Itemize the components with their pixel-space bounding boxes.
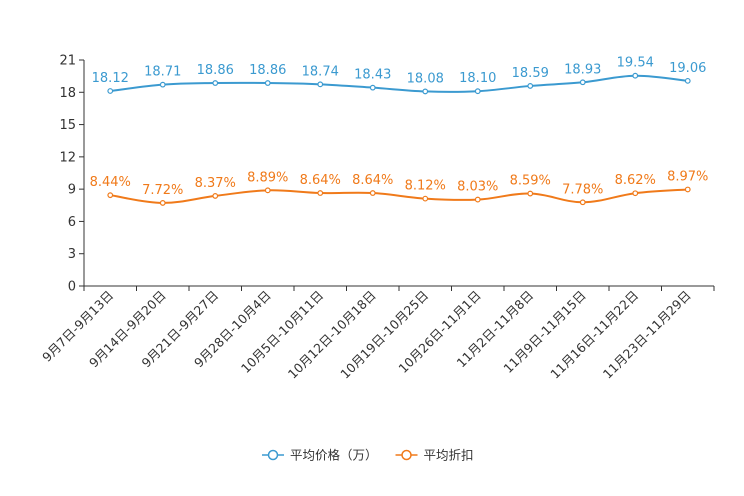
data-label: 8.12%: [405, 179, 446, 194]
data-label: 18.12: [92, 71, 129, 86]
x-tick-label: 11月16日-11月22日: [547, 288, 641, 382]
legend-marker-icon: [401, 449, 412, 461]
data-label: 18.71: [144, 65, 181, 80]
data-point: [369, 84, 376, 91]
data-point: [212, 193, 219, 199]
y-tick-label: 21: [59, 54, 76, 69]
data-point: [527, 83, 534, 89]
data-point: [212, 80, 219, 86]
data-point: [422, 195, 429, 202]
chart-axes: 0369121518219月7日-9月13日9月14日-9月20日9月21日-9…: [39, 54, 715, 382]
chart-legend[interactable]: 平均价格（万） 平均折扣: [262, 448, 474, 463]
data-point: [264, 187, 271, 194]
data-label: 8.37%: [195, 176, 236, 191]
data-point: [684, 186, 691, 193]
data-label: 8.59%: [510, 174, 551, 189]
series-line-1: [110, 188, 688, 204]
data-label: 18.10: [459, 71, 496, 86]
legend-item-1[interactable]: 平均折扣: [395, 448, 474, 463]
legend-label: 平均折扣: [424, 448, 474, 463]
data-label: 18.08: [407, 71, 444, 86]
legend-marker-icon: [267, 449, 279, 461]
data-point: [369, 190, 376, 196]
data-point: [159, 200, 166, 206]
series-line-0: [110, 74, 688, 93]
data-point: [474, 88, 481, 95]
y-tick-label: 12: [59, 150, 76, 165]
data-point: [107, 88, 114, 94]
data-point: [107, 192, 114, 199]
data-label: 18.59: [512, 66, 549, 81]
x-tick-label: 11月23日-11月29日: [600, 288, 694, 382]
y-tick-label: 15: [59, 118, 76, 133]
data-label: 18.43: [354, 68, 391, 83]
data-point: [474, 196, 481, 203]
data-label: 8.62%: [615, 173, 656, 188]
data-label: 8.89%: [247, 170, 288, 185]
y-tick-label: 6: [68, 215, 76, 230]
data-point: [317, 190, 324, 196]
data-point: [579, 199, 586, 206]
y-tick-label: 18: [59, 86, 76, 101]
data-labels: 18.12 18.71 18.86 18.86 18.74 18.43 18.08 18.10…: [90, 56, 709, 198]
data-label: 18.86: [197, 63, 234, 78]
data-label: 8.64%: [300, 173, 341, 188]
data-point: [632, 190, 639, 197]
data-label: 19.54: [617, 56, 654, 71]
data-point: [317, 81, 324, 88]
data-label: 8.97%: [667, 169, 708, 184]
data-point: [527, 190, 534, 197]
data-point: [422, 88, 429, 95]
data-point: [159, 81, 166, 88]
x-tick-label: 10月19日-10月25日: [337, 288, 431, 382]
data-point: [632, 72, 639, 79]
data-point: [579, 79, 586, 86]
data-label: 19.06: [669, 61, 706, 76]
y-tick-label: 0: [68, 280, 76, 295]
data-label: 18.93: [564, 62, 601, 77]
legend-label: 平均价格（万）: [290, 448, 378, 463]
y-tick-label: 9: [68, 183, 76, 198]
y-tick-label: 3: [68, 247, 76, 262]
series-lines: [107, 72, 691, 206]
data-label: 7.78%: [562, 182, 603, 197]
x-tick-label: 10月12日-10月18日: [285, 288, 379, 382]
data-label: 8.44%: [90, 175, 131, 190]
data-point: [264, 80, 271, 86]
data-label: 7.72%: [142, 183, 183, 198]
data-label: 18.74: [302, 64, 339, 79]
data-point: [684, 77, 691, 84]
legend-item-0[interactable]: 平均价格（万）: [262, 448, 378, 463]
data-label: 18.86: [249, 63, 286, 78]
data-label: 8.64%: [352, 173, 393, 188]
data-label: 8.03%: [457, 180, 498, 195]
